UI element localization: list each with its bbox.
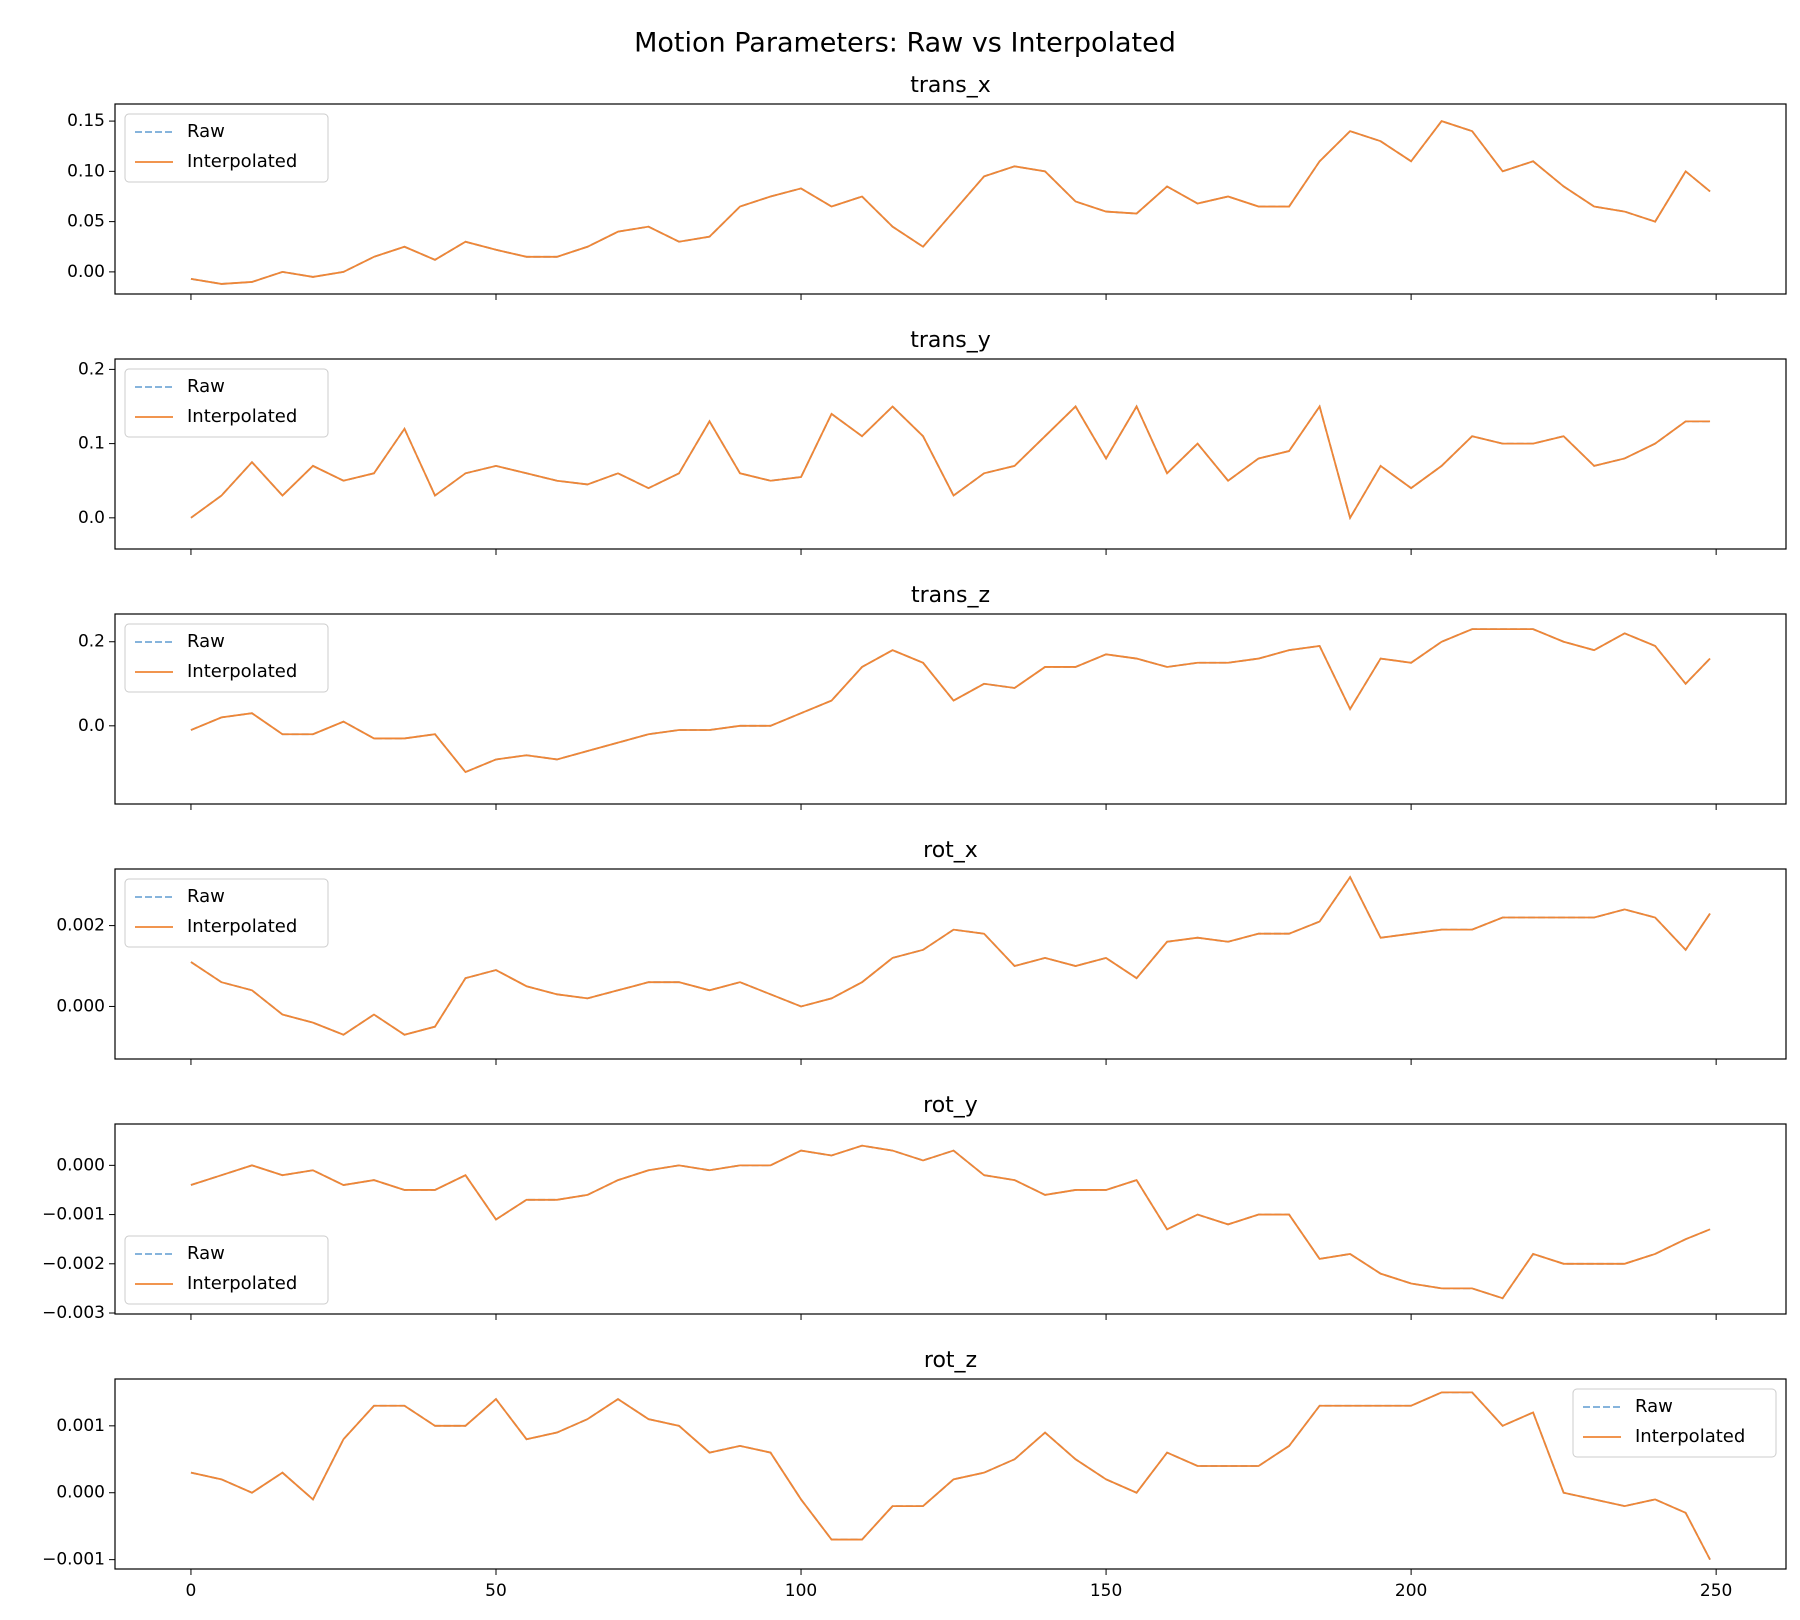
legend-box	[124, 1235, 329, 1305]
x-tick-label: 100	[785, 1581, 817, 1601]
legend-label: Raw	[1635, 1396, 1673, 1417]
y-tick-label: 0.000	[56, 1155, 105, 1175]
subplot-title: rot_x	[923, 838, 978, 863]
axes-frame	[114, 358, 1787, 550]
subplot-title: trans_z	[911, 583, 990, 608]
y-tick-label: 0.000	[56, 996, 105, 1016]
y-tick-label: 0.000	[56, 1483, 105, 1503]
y-tick-label: 0.2	[78, 359, 105, 379]
x-tick-label: 50	[485, 1581, 507, 1601]
series-line	[190, 1144, 1711, 1300]
subplot-title: rot_z	[924, 1348, 977, 1373]
x-tick-label: 0	[186, 1581, 197, 1601]
subplot-title: rot_y	[923, 1093, 978, 1118]
y-tick-label: 0.1	[78, 434, 105, 454]
y-tick-label: 0.00	[67, 262, 105, 282]
legend-label: Raw	[187, 886, 225, 907]
legend-label: Interpolated	[1635, 1426, 1745, 1447]
series-line	[190, 628, 1711, 774]
y-tick-label: 0.2	[78, 632, 105, 652]
legend-box	[124, 368, 329, 438]
legend-label: Interpolated	[187, 916, 297, 937]
series-line	[190, 875, 1711, 1036]
axes-frame	[114, 868, 1787, 1060]
figure-title: Motion Parameters: Raw vs Interpolated	[634, 28, 1176, 59]
legend-label: Raw	[187, 631, 225, 652]
series-line	[190, 875, 1711, 1036]
legend-label: Raw	[187, 121, 225, 142]
axes-frame	[114, 103, 1787, 295]
series-line	[190, 404, 1711, 521]
series-line	[190, 1144, 1711, 1300]
axes-frame	[114, 613, 1787, 805]
legend-label: Interpolated	[187, 1273, 297, 1294]
y-tick-label: 0.001	[56, 1416, 105, 1436]
legend-box	[124, 878, 329, 948]
y-tick-label: 0.0	[78, 716, 105, 736]
legend-label: Interpolated	[187, 151, 297, 172]
legend-box	[1572, 1388, 1777, 1458]
legend-box	[124, 623, 329, 693]
series-line	[190, 120, 1711, 285]
subplot-title: trans_y	[910, 328, 991, 353]
legend-label: Interpolated	[187, 406, 297, 427]
y-tick-label: −0.001	[42, 1205, 105, 1225]
x-tick-label: 200	[1395, 1581, 1427, 1601]
y-tick-label: 0.05	[67, 212, 105, 232]
y-tick-label: −0.003	[42, 1303, 105, 1323]
legend-label: Raw	[187, 376, 225, 397]
x-tick-label: 250	[1700, 1581, 1732, 1601]
axes-frame	[114, 1123, 1787, 1315]
x-tick-label: 150	[1090, 1581, 1122, 1601]
legend-label: Interpolated	[187, 661, 297, 682]
axes-frame	[114, 1378, 1787, 1570]
y-tick-label: 0.002	[56, 916, 105, 936]
y-tick-label: −0.001	[42, 1550, 105, 1570]
subplot-title: trans_x	[910, 73, 991, 98]
y-tick-label: 0.0	[78, 508, 105, 528]
series-line	[190, 1391, 1711, 1561]
legend-box	[124, 113, 329, 183]
y-tick-label: 0.10	[67, 161, 105, 181]
series-line	[190, 628, 1711, 774]
y-tick-label: −0.002	[42, 1254, 105, 1274]
series-line	[190, 1391, 1711, 1561]
legend-label: Raw	[187, 1243, 225, 1264]
y-tick-label: 0.15	[67, 111, 105, 131]
